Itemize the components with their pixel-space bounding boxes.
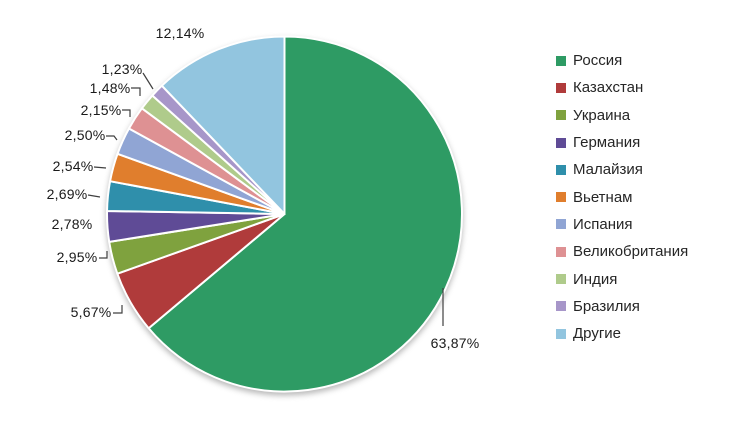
legend-label-kazakhstan: Казахстан [573, 79, 644, 97]
data-label-malaysia: 2,69% [46, 186, 88, 202]
legend-label-malaysia: Малайзия [573, 161, 643, 179]
leader-lines [87, 72, 444, 326]
legend-item-malaysia: Малайзия [556, 156, 688, 183]
data-label-brazil: 1,23% [101, 61, 143, 77]
data-label-germany: 2,78% [51, 216, 93, 232]
legend-swatch-brazil [556, 301, 566, 312]
legend-swatch-kazakhstan [556, 82, 566, 93]
data-label-russia: 63,87% [430, 335, 480, 351]
legend-label-ukraine: Украина [573, 106, 631, 124]
legend-item-uk: Великобритания [556, 238, 688, 265]
legend-swatch-uk [556, 246, 566, 257]
leader-line-1-23 [142, 72, 154, 90]
legend: Россия Казахстан Украина Германия Малайз… [556, 47, 688, 347]
legend-label-brazil: Бразилия [573, 297, 640, 315]
leader-line-2-95 [99, 251, 108, 259]
legend-label-uk: Великобритания [573, 243, 689, 261]
data-label-india: 1,48% [89, 80, 131, 96]
data-label-kazakhstan: 5,67% [70, 304, 112, 320]
legend-swatch-india [556, 274, 566, 285]
data-label-spain: 2,50% [64, 127, 106, 143]
legend-item-ukraine: Украина [556, 102, 688, 129]
legend-label-russia: Россия [573, 52, 623, 70]
leader-line-2-69 [87, 194, 101, 198]
legend-item-others: Другие [556, 320, 688, 347]
legend-swatch-germany [556, 137, 566, 148]
legend-label-vietnam: Вьетнам [573, 188, 633, 206]
legend-item-brazil: Бразилия [556, 293, 688, 320]
legend-label-spain: Испания [573, 215, 633, 233]
data-label-vietnam: 2,54% [52, 158, 94, 174]
legend-label-india: Индия [573, 270, 618, 288]
leader-line-2-54 [93, 166, 107, 169]
leader-line-2-15 [122, 109, 131, 117]
pie-slices [106, 35, 463, 393]
data-label-ukraine: 2,95% [56, 249, 98, 265]
legend-item-vietnam: Вьетнам [556, 183, 688, 210]
data-label-uk: 2,15% [80, 102, 122, 118]
data-label-others: 12,14% [155, 25, 205, 41]
legend-item-kazakhstan: Казахстан [556, 74, 688, 101]
pie-slice-0 [147, 35, 463, 393]
legend-swatch-russia [556, 55, 566, 66]
pie-slice-10 [160, 35, 286, 215]
legend-label-others: Другие [573, 325, 622, 343]
legend-swatch-vietnam [556, 192, 566, 203]
leader-line-2-50 [106, 135, 118, 141]
legend-item-russia: Россия [556, 47, 688, 74]
legend-item-india: Индия [556, 265, 688, 292]
legend-item-spain: Испания [556, 211, 688, 238]
legend-label-germany: Германия [573, 134, 641, 152]
leader-line-1-48 [131, 87, 141, 96]
legend-swatch-ukraine [556, 110, 566, 121]
legend-item-germany: Германия [556, 129, 688, 156]
legend-swatch-spain [556, 219, 566, 230]
legend-swatch-others [556, 328, 566, 339]
legend-swatch-malaysia [556, 164, 566, 175]
leader-line-5-67 [113, 305, 123, 314]
